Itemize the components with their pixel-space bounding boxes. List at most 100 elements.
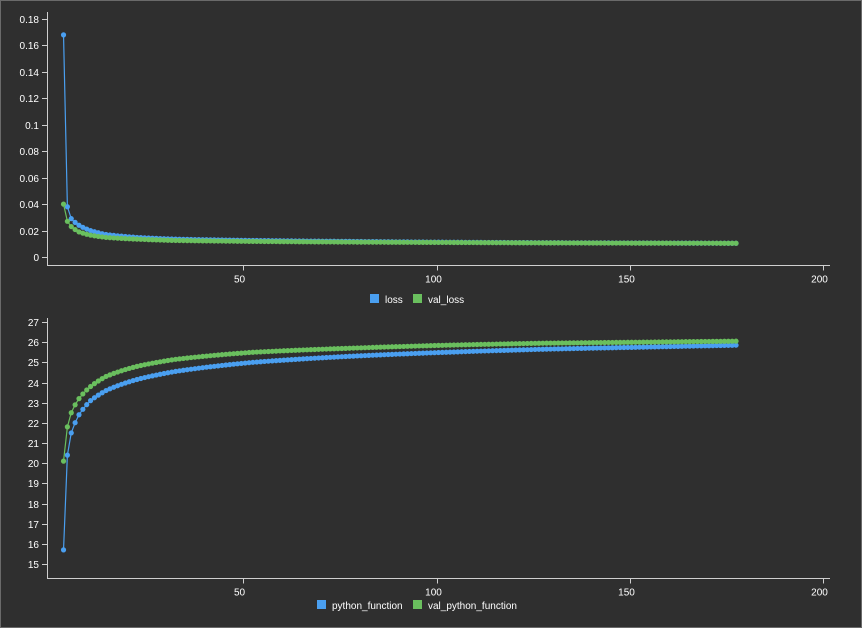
data-point-python-function [621, 344, 627, 351]
data-point-python-function [180, 367, 186, 373]
data-point-val-python-function [486, 341, 492, 347]
y-tick-label: 24 [28, 379, 40, 390]
data-point-val-python-function [536, 340, 542, 346]
data-point-val-loss [613, 240, 619, 246]
data-point-val-loss [95, 233, 101, 240]
data-point-python-function [165, 370, 171, 376]
legend-item-loss[interactable]: loss [370, 294, 403, 306]
data-point-val-python-function [215, 352, 221, 358]
data-point-val-python-function [397, 343, 403, 350]
data-point-python-function [547, 346, 554, 352]
data-point-python-function [404, 351, 411, 357]
data-point-python-function [563, 346, 569, 352]
data-point-python-function [207, 364, 213, 370]
data-point-val-python-function [285, 348, 291, 354]
data-point-val-loss [335, 239, 341, 245]
data-point-val-python-function [466, 342, 472, 348]
data-point-val-python-function [408, 343, 414, 349]
data-point-python-function [478, 348, 484, 354]
data-point-val-python-function [246, 349, 252, 356]
data-point-val-loss [358, 239, 364, 245]
legend-item-python-function[interactable]: python_function [317, 600, 403, 612]
data-point-python-function [652, 344, 658, 350]
data-point-val-loss [497, 240, 503, 246]
series-group [60, 32, 739, 246]
data-point-python-function [443, 349, 449, 355]
data-point-val-loss [478, 240, 484, 246]
data-point-python-function [219, 362, 225, 369]
data-point-python-function [594, 345, 600, 351]
legend-item-val-loss[interactable]: val_loss [413, 294, 464, 306]
y-tick-label: 20 [28, 459, 40, 470]
x-tick-label: 100 [425, 275, 442, 286]
data-point-python-function [675, 343, 681, 349]
data-point-val-loss [602, 240, 608, 246]
data-point-val-loss [196, 238, 202, 244]
y-tick-label: 0.14 [20, 68, 40, 79]
data-point-val-python-function [254, 349, 260, 355]
data-point-val-loss [273, 238, 279, 245]
data-point-val-loss [281, 239, 287, 245]
legend-item-val-python-function[interactable]: val_python_function [413, 600, 517, 612]
data-point-val-python-function [192, 354, 198, 360]
data-point-val-loss [169, 237, 175, 243]
data-point-val-loss [586, 240, 592, 246]
data-point-val-python-function [652, 339, 658, 345]
data-point-python-function [401, 351, 407, 357]
data-point-python-function [203, 364, 210, 370]
data-point-python-function [517, 347, 523, 353]
data-point-val-python-function [145, 361, 152, 367]
data-point-val-python-function [493, 341, 500, 347]
legend-swatch-python-function [317, 600, 326, 609]
data-point-python-function [520, 347, 527, 353]
data-point-val-python-function [200, 353, 206, 360]
data-point-val-python-function [733, 338, 739, 344]
data-point-python-function [285, 357, 291, 363]
x-tick-label: 150 [618, 275, 635, 286]
data-point-val-python-function [234, 350, 241, 356]
data-point-val-loss [679, 240, 685, 246]
data-point-val-python-function [68, 410, 74, 416]
data-point-val-loss [617, 240, 623, 246]
y-ticks: 15 16 17 18 19 20 21 22 23 24 25 26 27 [28, 318, 48, 571]
data-point-val-python-function [687, 339, 693, 345]
data-point-python-function [169, 369, 175, 375]
data-point-python-function [536, 346, 542, 352]
data-point-val-python-function [207, 353, 213, 359]
python-function-chart: 15 16 17 18 19 20 21 22 23 24 25 26 27 50 100 150 200 p… [28, 318, 830, 612]
data-point-val-loss [288, 239, 295, 245]
data-point-val-python-function [632, 339, 639, 345]
data-point-val-python-function [590, 340, 596, 346]
data-point-val-python-function [173, 356, 179, 362]
data-point-val-python-function [532, 340, 538, 346]
data-point-loss [60, 32, 67, 38]
data-point-val-loss [393, 239, 399, 245]
data-point-python-function [435, 349, 442, 356]
data-point-val-loss [99, 234, 105, 240]
data-point-python-function [690, 343, 697, 349]
data-point-python-function [551, 346, 557, 352]
data-point-val-loss [246, 238, 252, 244]
data-point-val-python-function [292, 347, 299, 353]
data-point-val-loss [153, 237, 159, 243]
data-point-python-function [184, 367, 190, 373]
data-point-python-function [354, 353, 360, 359]
data-point-val-python-function [439, 342, 445, 348]
y-ticks: 0 0.02 0.04 0.06 0.08 0.1 0.12 0.14 0.16 0.18 [20, 15, 48, 264]
data-point-val-loss [261, 238, 268, 245]
data-point-python-function [319, 355, 326, 361]
y-tick-label: 19 [28, 479, 40, 490]
data-point-python-function [532, 346, 538, 353]
data-point-val-python-function [238, 350, 244, 356]
data-point-val-python-function [547, 340, 554, 346]
data-point-val-loss [520, 240, 527, 246]
data-point-python-function [482, 348, 488, 354]
data-point-python-function [246, 360, 252, 366]
data-point-val-loss [486, 240, 492, 246]
data-point-val-python-function [656, 339, 662, 345]
data-point-val-loss [296, 239, 302, 245]
data-point-val-loss [598, 240, 604, 246]
y-tick-label: 17 [28, 520, 40, 531]
data-point-python-function [250, 359, 256, 365]
